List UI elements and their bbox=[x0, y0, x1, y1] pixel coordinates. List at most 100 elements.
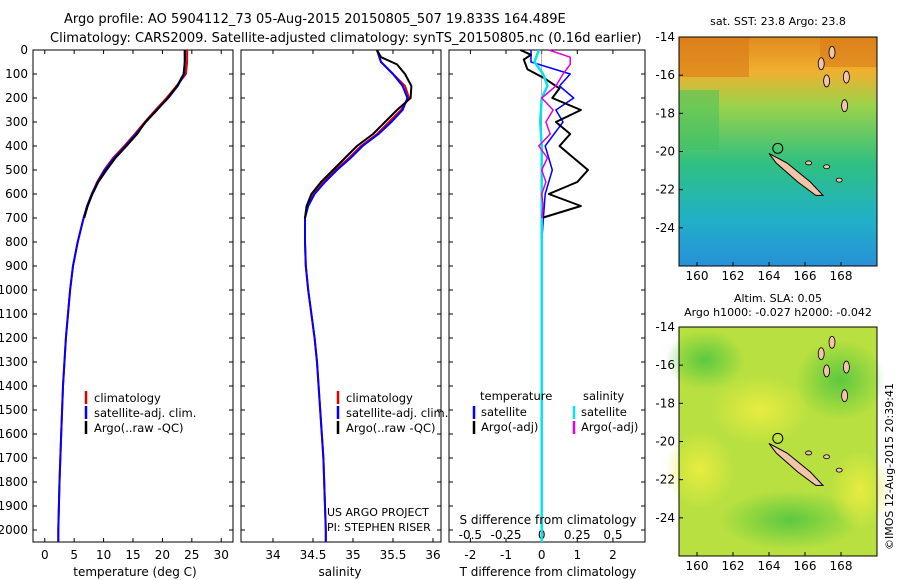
lat-tick-label: -20 bbox=[655, 435, 675, 449]
series-line-salinity-satellite bbox=[533, 49, 549, 542]
x-tick-label: 35 bbox=[345, 548, 360, 562]
lon-tick-label: 164 bbox=[758, 269, 781, 283]
island-loyalty bbox=[823, 164, 830, 170]
lat-tick-label: -20 bbox=[655, 145, 675, 159]
legend-label-satellite: satellite-adj. clim. bbox=[94, 406, 196, 420]
series-line-climatology bbox=[304, 49, 410, 542]
legend-title-temperature: temperature bbox=[480, 389, 552, 403]
legend-label-satellite: satellite-adj. clim. bbox=[346, 406, 448, 420]
s-diff-tick-label: -0.25 bbox=[490, 528, 521, 542]
lon-tick-label: 168 bbox=[830, 269, 853, 283]
x-tick-label: 20 bbox=[155, 548, 170, 562]
sla-high-region bbox=[830, 450, 890, 530]
series-line-satellite-adj-clim bbox=[304, 49, 409, 542]
island-vanuatu bbox=[828, 45, 836, 59]
island-vanuatu bbox=[843, 360, 850, 374]
depth-tick-label: 1400 bbox=[0, 379, 28, 393]
lat-tick-label: -16 bbox=[655, 358, 675, 372]
lat-tick-label: -22 bbox=[655, 183, 675, 197]
x-tick-label: 15 bbox=[125, 548, 140, 562]
x-tick-label: -1 bbox=[500, 548, 512, 562]
plot-frame bbox=[32, 49, 234, 543]
island-loyalty bbox=[805, 160, 812, 166]
island-new-caledonia bbox=[768, 152, 825, 196]
lat-tick-label: -22 bbox=[655, 473, 675, 487]
depth-tick-label: 1000 bbox=[0, 283, 28, 297]
series-line-argo-raw-qc bbox=[83, 50, 186, 219]
depth-tick-label: 0 bbox=[20, 43, 28, 57]
lat-tick-label: -24 bbox=[655, 511, 675, 525]
lon-tick-label: 160 bbox=[686, 559, 709, 573]
legend-label-argo: Argo(..raw -QC) bbox=[346, 421, 436, 435]
island-vanuatu bbox=[823, 364, 830, 378]
x-tick-label: 34 bbox=[265, 548, 280, 562]
sla-map-title-line2: Argo h1000: -0.027 h2000: -0.042 bbox=[684, 306, 872, 319]
figure-title-line2: Climatology: CARS2009. Satellite-adjuste… bbox=[50, 31, 642, 46]
island-loyalty bbox=[823, 454, 830, 460]
sla-low-region bbox=[665, 330, 745, 390]
argo-position-marker bbox=[772, 142, 784, 154]
sla-low-region bbox=[795, 340, 885, 420]
legend-label-climatology: climatology bbox=[94, 391, 161, 405]
lon-tick-label: 166 bbox=[794, 269, 817, 283]
temperature-legend: climatology satellite-adj. clim. Argo(..… bbox=[84, 391, 196, 435]
depth-tick-label: 300 bbox=[5, 115, 28, 129]
salinity-legend: climatology satellite-adj. clim. Argo(..… bbox=[336, 391, 448, 435]
lat-tick-label: -16 bbox=[655, 68, 675, 82]
plot-frame bbox=[448, 49, 646, 543]
x-tick-label: 0 bbox=[538, 548, 546, 562]
lon-tick-label: 166 bbox=[794, 559, 817, 573]
x-tick-label: 2 bbox=[609, 548, 617, 562]
lon-tick-label: 162 bbox=[722, 559, 745, 573]
lon-tick-label: 162 bbox=[722, 269, 745, 283]
legend-label-argo: Argo(..raw -QC) bbox=[94, 421, 184, 435]
imos-credit: ©IMOS 12-Aug-2015 20:39:41 bbox=[883, 383, 896, 550]
depth-tick-label: 1700 bbox=[0, 451, 28, 465]
s-diff-xlabel: S difference from climatology bbox=[460, 513, 637, 527]
difference-legend: temperature salinity satellite Argo(-adj… bbox=[472, 389, 638, 434]
sla-high-region bbox=[710, 375, 810, 445]
island-vanuatu bbox=[828, 335, 836, 349]
depth-tick-label: 200 bbox=[5, 91, 28, 105]
lat-tick-label: -24 bbox=[655, 221, 675, 235]
sst-map-title: sat. SST: 23.8 Argo: 23.8 bbox=[710, 15, 846, 28]
depth-tick-label: 1100 bbox=[0, 307, 28, 321]
lat-tick-label: -14 bbox=[655, 30, 675, 44]
sst-warm-patch bbox=[820, 37, 877, 67]
x-tick-label: 36 bbox=[425, 548, 440, 562]
sla-map: -14 -16 -18 -20 -22 -24 160 162 164 166 168 bbox=[655, 320, 890, 573]
sla-low-region bbox=[720, 490, 860, 550]
lon-tick-label: 168 bbox=[830, 559, 853, 573]
x-tick-label: 1 bbox=[573, 548, 581, 562]
x-tick-label: -2 bbox=[464, 548, 476, 562]
legend-label-s-satellite: satellite bbox=[581, 405, 627, 419]
depth-tick-label: 1300 bbox=[0, 355, 28, 369]
temperature-xlabel: temperature (deg C) bbox=[73, 565, 196, 579]
legend-label-t-argo: Argo(-adj) bbox=[481, 420, 538, 434]
depth-tick-label: 2000 bbox=[0, 523, 28, 537]
series-line-satellite-adj-clim bbox=[57, 50, 186, 542]
x-tick-label: 30 bbox=[214, 548, 229, 562]
sst-warm-patch bbox=[679, 37, 749, 77]
legend-label-t-satellite: satellite bbox=[481, 405, 527, 419]
island-vanuatu bbox=[817, 57, 825, 71]
lon-tick-label: 164 bbox=[758, 559, 781, 573]
plot-frame bbox=[240, 49, 442, 543]
island-loyalty bbox=[835, 177, 843, 183]
depth-axis: 0 100 200 300 400 500 600 700 800 900 1000 1100 1200… bbox=[0, 43, 28, 537]
depth-tick-label: 1200 bbox=[0, 331, 28, 345]
legend-label-s-argo: Argo(-adj) bbox=[581, 420, 638, 434]
t-diff-xlabel: T difference from climatology bbox=[459, 565, 637, 579]
x-tick-label: 25 bbox=[184, 548, 199, 562]
island-vanuatu bbox=[841, 389, 848, 403]
depth-tick-label: 1600 bbox=[0, 427, 28, 441]
depth-tick-label: 900 bbox=[5, 259, 28, 273]
series-line-temperature-argo-adj bbox=[519, 49, 589, 219]
island-new-caledonia bbox=[768, 442, 825, 486]
salinity-panel: 34 34.5 35 35.5 36 bbox=[240, 49, 442, 562]
sst-green-patch bbox=[679, 90, 719, 150]
depth-tick-label: 400 bbox=[5, 139, 28, 153]
island-loyalty bbox=[805, 450, 812, 456]
x-tick-label: 35.5 bbox=[380, 548, 407, 562]
